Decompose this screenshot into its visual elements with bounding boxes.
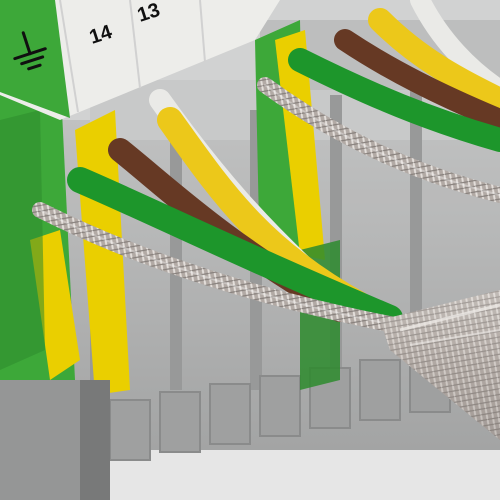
wires-lower-group <box>32 89 428 338</box>
braided-cable-bundle <box>380 290 500 440</box>
marker-strip: 14 13 <box>0 0 280 120</box>
wires-upper-group <box>257 0 500 203</box>
ground-terminal-left <box>0 70 130 500</box>
ground-icon <box>13 31 47 71</box>
